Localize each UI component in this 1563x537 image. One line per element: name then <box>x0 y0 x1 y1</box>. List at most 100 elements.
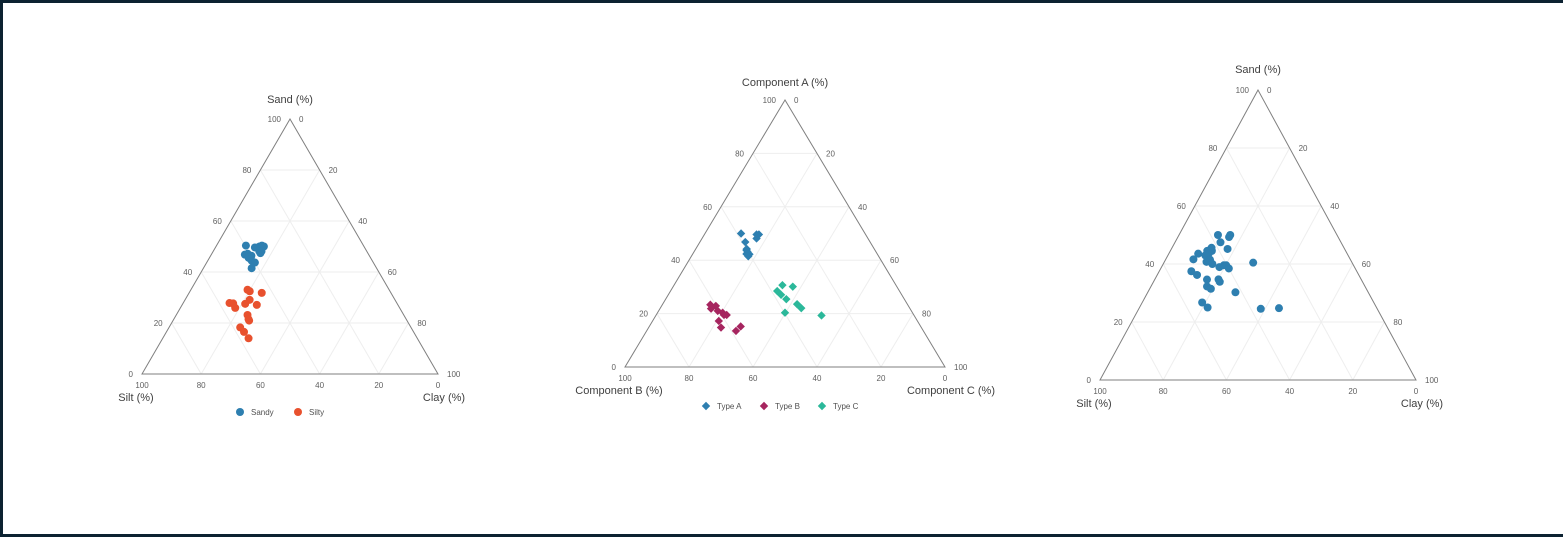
data-point[interactable] <box>1207 243 1216 252</box>
data-point[interactable] <box>1213 231 1222 239</box>
data-point[interactable] <box>1201 251 1210 260</box>
data-point[interactable] <box>240 250 249 259</box>
legend-label[interactable]: Sandy <box>251 408 274 417</box>
data-point[interactable] <box>241 299 250 308</box>
data-point[interactable] <box>1207 246 1216 255</box>
data-point[interactable] <box>257 241 266 250</box>
data-point[interactable] <box>1226 231 1235 239</box>
data-point[interactable] <box>817 311 826 320</box>
data-point[interactable] <box>250 243 259 252</box>
data-point[interactable] <box>245 295 254 304</box>
data-point[interactable] <box>719 310 729 320</box>
data-point[interactable] <box>1198 298 1207 307</box>
legend-marker[interactable] <box>759 401 769 411</box>
data-point[interactable] <box>772 286 782 296</box>
data-point[interactable] <box>776 290 786 299</box>
data-point[interactable] <box>243 285 252 294</box>
legend-label[interactable]: Type B <box>775 402 800 411</box>
legend-marker[interactable] <box>236 408 244 416</box>
data-point[interactable] <box>711 301 721 311</box>
data-point[interactable] <box>752 234 761 243</box>
data-point[interactable] <box>240 327 249 336</box>
legend-label[interactable]: Silty <box>309 408 324 417</box>
data-point[interactable] <box>1202 257 1211 266</box>
data-point[interactable] <box>256 249 265 258</box>
data-point[interactable] <box>1189 255 1198 264</box>
data-point[interactable] <box>255 242 264 251</box>
data-point[interactable] <box>1194 249 1203 258</box>
data-point[interactable] <box>780 308 790 317</box>
data-point[interactable] <box>718 308 727 317</box>
data-point[interactable] <box>1274 304 1283 313</box>
data-point[interactable] <box>1222 261 1231 270</box>
data-point[interactable] <box>1206 255 1215 264</box>
data-point[interactable] <box>752 230 761 239</box>
data-point[interactable] <box>1256 304 1265 313</box>
data-point[interactable] <box>736 322 745 331</box>
data-point[interactable] <box>1206 284 1215 293</box>
data-point[interactable] <box>742 249 751 259</box>
data-point[interactable] <box>259 242 268 251</box>
data-point[interactable] <box>714 316 723 326</box>
data-point[interactable] <box>1208 260 1217 268</box>
data-point[interactable] <box>745 250 754 259</box>
data-point[interactable] <box>1216 238 1225 247</box>
data-point[interactable] <box>788 282 798 291</box>
legend-marker[interactable] <box>701 401 711 411</box>
data-point[interactable] <box>241 241 250 250</box>
data-point[interactable] <box>1219 261 1228 270</box>
data-point[interactable] <box>782 294 791 304</box>
data-point[interactable] <box>736 229 746 238</box>
data-point[interactable] <box>722 310 731 320</box>
data-point[interactable] <box>247 264 256 273</box>
legend-label[interactable]: Type C <box>833 402 859 411</box>
data-point[interactable] <box>236 323 245 332</box>
data-point[interactable] <box>243 249 252 258</box>
data-point[interactable] <box>792 299 802 309</box>
data-point[interactable] <box>255 247 264 256</box>
data-point[interactable] <box>246 254 255 263</box>
data-point[interactable] <box>754 230 764 239</box>
data-point[interactable] <box>1193 270 1202 279</box>
legend-marker[interactable] <box>294 408 302 416</box>
data-point[interactable] <box>1215 277 1224 286</box>
data-point[interactable] <box>1225 233 1234 242</box>
data-point[interactable] <box>743 247 752 257</box>
data-point[interactable] <box>706 304 716 313</box>
data-point[interactable] <box>243 310 252 319</box>
data-point[interactable] <box>741 237 750 247</box>
data-point[interactable] <box>706 300 715 309</box>
data-point[interactable] <box>1202 275 1211 284</box>
data-point[interactable] <box>247 256 256 265</box>
data-point[interactable] <box>1203 246 1212 255</box>
legend-label[interactable]: Type A <box>717 402 742 411</box>
data-point[interactable] <box>713 306 722 316</box>
data-point[interactable] <box>1204 249 1213 258</box>
data-point[interactable] <box>716 323 726 332</box>
data-point[interactable] <box>245 316 254 325</box>
data-point[interactable] <box>731 326 741 336</box>
data-point[interactable] <box>744 252 753 261</box>
data-point[interactable] <box>247 251 256 260</box>
data-point[interactable] <box>225 299 234 308</box>
data-point[interactable] <box>244 334 253 343</box>
data-point[interactable] <box>1215 263 1224 272</box>
data-point[interactable] <box>1214 275 1223 284</box>
data-point[interactable] <box>257 247 266 256</box>
data-point[interactable] <box>1231 288 1240 297</box>
data-point[interactable] <box>797 303 806 313</box>
data-point[interactable] <box>1203 282 1212 291</box>
data-point[interactable] <box>244 253 253 262</box>
data-point[interactable] <box>778 280 787 290</box>
data-point[interactable] <box>231 303 240 312</box>
data-point[interactable] <box>742 244 751 254</box>
data-point[interactable] <box>1187 267 1196 276</box>
data-point[interactable] <box>252 300 261 309</box>
data-point[interactable] <box>229 299 238 308</box>
data-point[interactable] <box>1203 303 1212 312</box>
data-point[interactable] <box>245 287 254 296</box>
data-point[interactable] <box>250 258 259 267</box>
data-point[interactable] <box>742 245 751 255</box>
data-point[interactable] <box>1224 264 1233 273</box>
data-point[interactable] <box>1249 258 1258 267</box>
